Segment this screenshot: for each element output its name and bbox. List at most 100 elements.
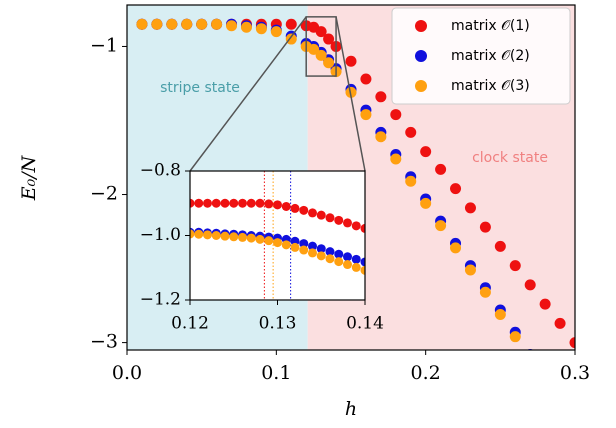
point xyxy=(273,238,282,248)
point xyxy=(420,146,432,158)
point xyxy=(211,198,221,208)
point xyxy=(299,205,309,215)
x-tick-label: 0.3 xyxy=(560,362,590,384)
point xyxy=(351,262,361,272)
point xyxy=(308,241,317,251)
point xyxy=(299,245,309,255)
point xyxy=(360,73,372,85)
point xyxy=(420,197,432,209)
point xyxy=(334,249,344,259)
x-tick-label: 0.12 xyxy=(171,314,209,334)
points xyxy=(136,18,575,409)
y-tick-label: −1.0 xyxy=(140,225,181,245)
point xyxy=(190,198,195,208)
point xyxy=(190,229,195,239)
point xyxy=(524,279,536,291)
point xyxy=(316,210,326,220)
point xyxy=(151,18,163,30)
point xyxy=(539,298,551,310)
point xyxy=(315,26,327,38)
point xyxy=(255,234,265,244)
point xyxy=(405,175,417,187)
point xyxy=(569,337,575,349)
point xyxy=(464,264,476,276)
legend-marker xyxy=(415,20,427,32)
point xyxy=(360,257,365,267)
point xyxy=(290,242,300,252)
point xyxy=(360,109,372,121)
point xyxy=(405,126,417,138)
point xyxy=(238,232,247,242)
x-tick-label: 0.2 xyxy=(411,362,441,384)
y-tick-label: −1.2 xyxy=(140,290,181,310)
point xyxy=(281,201,291,211)
point xyxy=(240,21,252,33)
point xyxy=(325,213,335,223)
point xyxy=(211,18,223,30)
point xyxy=(290,203,300,213)
point xyxy=(450,183,462,195)
point xyxy=(229,232,239,242)
point xyxy=(203,230,212,240)
point xyxy=(315,49,327,61)
point xyxy=(360,223,365,233)
y-tick-label: −2 xyxy=(90,183,118,205)
point xyxy=(246,233,256,243)
point xyxy=(285,18,297,30)
point xyxy=(375,91,387,103)
point xyxy=(343,260,352,270)
plot-area: 0.12 0.13 0.14 −0.8 −1.0 −1.2 xyxy=(140,161,384,334)
point xyxy=(509,260,521,272)
point xyxy=(554,317,566,329)
legend-marker xyxy=(415,80,427,92)
point xyxy=(345,55,357,67)
point xyxy=(375,131,387,143)
point xyxy=(264,236,274,246)
legend-box xyxy=(391,7,571,105)
zoom-connector xyxy=(335,16,366,172)
point xyxy=(270,26,282,38)
point xyxy=(238,198,247,208)
point xyxy=(494,308,506,320)
point xyxy=(450,242,462,254)
point xyxy=(273,200,282,210)
point xyxy=(494,240,506,252)
legend-marker xyxy=(415,50,427,62)
point xyxy=(334,257,344,267)
point xyxy=(246,198,256,208)
y-tick-label: −3 xyxy=(90,331,118,353)
point xyxy=(390,109,402,121)
point xyxy=(343,218,352,228)
y-tick-label: −1 xyxy=(90,34,118,56)
point xyxy=(555,398,566,409)
point xyxy=(325,247,335,257)
point xyxy=(323,33,335,45)
x-tick-label: 0.14 xyxy=(346,314,384,334)
point xyxy=(351,221,361,231)
point xyxy=(220,231,230,241)
y-tick-label: −0.8 xyxy=(140,161,181,181)
point xyxy=(220,198,230,208)
point xyxy=(343,252,352,262)
point xyxy=(194,198,204,208)
axes-frame xyxy=(126,4,576,351)
point xyxy=(181,18,193,30)
point xyxy=(479,286,491,298)
point xyxy=(308,208,317,218)
legend-label: matrix 𝒪(3) xyxy=(451,78,530,94)
points xyxy=(190,198,365,275)
annotation: stripe state xyxy=(160,80,240,96)
point xyxy=(323,57,335,69)
x-axis-label: h xyxy=(345,398,357,420)
point xyxy=(316,244,326,254)
point xyxy=(316,251,326,261)
point xyxy=(264,199,274,209)
point xyxy=(196,18,208,30)
point xyxy=(229,198,239,208)
point xyxy=(540,371,551,382)
legend-label: matrix 𝒪(2) xyxy=(451,48,530,64)
point xyxy=(525,353,536,364)
point xyxy=(555,393,566,404)
point xyxy=(285,33,297,45)
